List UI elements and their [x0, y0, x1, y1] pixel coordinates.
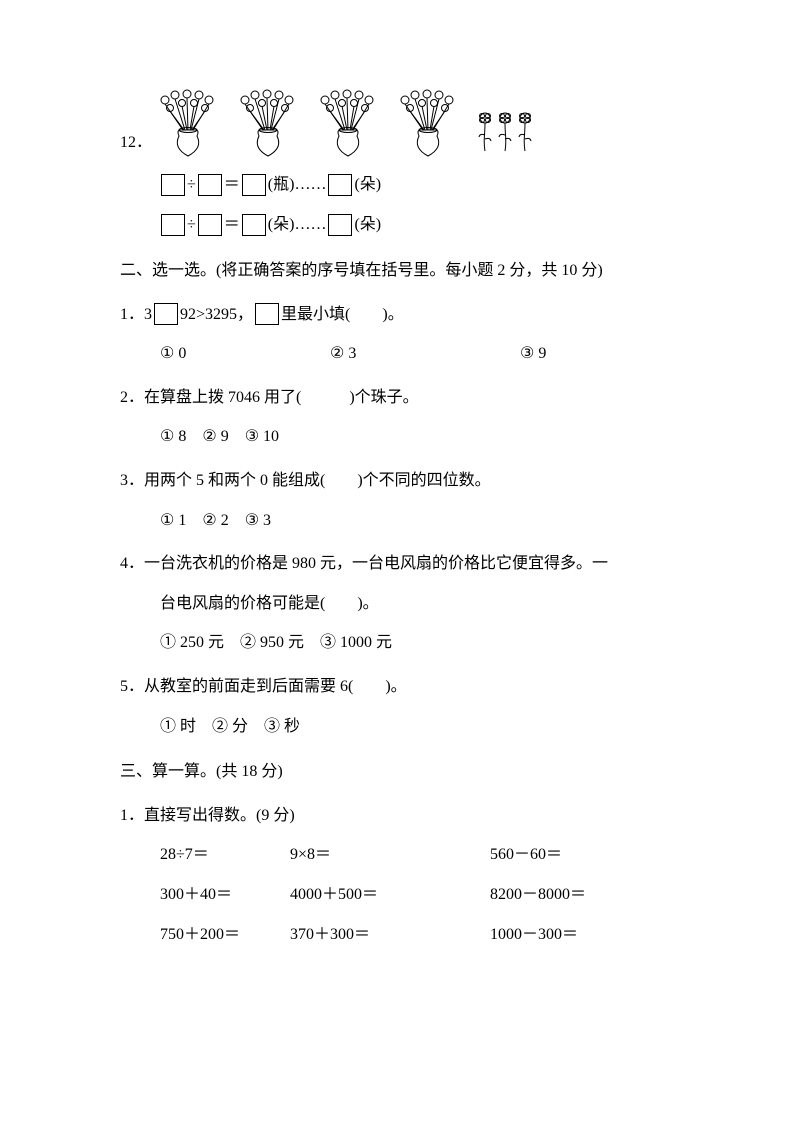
s2-q3-options: ① 1 ② 2 ③ 3 — [160, 508, 678, 534]
divide-sign: ÷ — [186, 212, 197, 238]
q12-row: 12． — [120, 88, 678, 158]
vase-icon — [317, 88, 379, 158]
calc-item: 28÷7＝ — [160, 842, 290, 868]
vase-illustration — [157, 88, 533, 158]
unit-text: (朵) — [353, 212, 382, 238]
s2-q1: 1．3 92>3295， 里最小填( )。 — [120, 302, 678, 328]
q12-equation-1: ÷ ＝ (瓶)…… (朵) — [160, 172, 678, 198]
s2-q4-options: ① 250 元 ② 950 元 ③ 1000 元 — [160, 630, 678, 656]
calc-item: 9×8＝ — [290, 842, 490, 868]
q-text: 92>3295， — [180, 302, 253, 328]
blank-box[interactable] — [161, 214, 185, 236]
option: ② 3 — [330, 341, 520, 367]
calc-item: 300＋40＝ — [160, 882, 290, 908]
calc-item: 1000－300＝ — [490, 922, 578, 948]
s2-q5-options: ① 时 ② 分 ③ 秒 — [160, 714, 678, 740]
section-3-title: 三、算一算。(共 18 分) — [120, 759, 678, 785]
calc-item: 750＋200＝ — [160, 922, 290, 948]
single-flowers — [477, 93, 533, 158]
calc-item: 8200－8000＝ — [490, 882, 586, 908]
option: ① 0 — [160, 341, 330, 367]
calc-row: 750＋200＝ 370＋300＝ 1000－300＝ — [160, 922, 678, 948]
s2-q4-line1: 4．一台洗衣机的价格是 980 元，一台电风扇的价格比它便宜得多。一 — [120, 551, 678, 577]
vase-icon — [237, 88, 299, 158]
divide-sign: ÷ — [186, 172, 197, 198]
flower-icon — [517, 111, 533, 153]
equals-sign: ＝ — [223, 212, 241, 238]
s2-q2: 2．在算盘上拨 7046 用了( )个珠子。 — [120, 385, 678, 411]
section-2-title: 二、选一选。(将正确答案的序号填在括号里。每小题 2 分，共 10 分) — [120, 258, 678, 284]
blank-box[interactable] — [198, 214, 222, 236]
flower-icon — [497, 111, 513, 153]
blank-box[interactable] — [242, 214, 266, 236]
blank-box[interactable] — [161, 174, 185, 196]
s2-q5: 5．从教室的前面走到后面需要 6( )。 — [120, 674, 678, 700]
blank-box[interactable] — [198, 174, 222, 196]
blank-box[interactable] — [154, 303, 178, 325]
blank-box[interactable] — [328, 174, 352, 196]
calc-item: 4000＋500＝ — [290, 882, 490, 908]
calc-item: 560－60＝ — [490, 842, 562, 868]
calc-row: 300＋40＝ 4000＋500＝ 8200－8000＝ — [160, 882, 678, 908]
q12-number: 12． — [120, 130, 152, 158]
blank-box[interactable] — [328, 214, 352, 236]
option: ③ 9 — [520, 341, 546, 367]
s2-q4-line2: 台电风扇的价格可能是( )。 — [160, 591, 678, 617]
s3-q1-title: 1．直接写出得数。(9 分) — [120, 803, 678, 829]
q-text: 里最小填( )。 — [281, 302, 404, 328]
unit-text: (朵) — [353, 172, 382, 198]
q-text: 1．3 — [120, 302, 152, 328]
vase-icon — [157, 88, 219, 158]
blank-box[interactable] — [242, 174, 266, 196]
equals-sign: ＝ — [223, 172, 241, 198]
calc-row: 28÷7＝ 9×8＝ 560－60＝ — [160, 842, 678, 868]
flower-icon — [477, 111, 493, 153]
s2-q1-options: ① 0 ② 3 ③ 9 — [160, 341, 678, 367]
unit-text: (朵)…… — [267, 212, 328, 238]
s2-q2-options: ① 8 ② 9 ③ 10 — [160, 424, 678, 450]
unit-text: (瓶)…… — [267, 172, 328, 198]
calc-item: 370＋300＝ — [290, 922, 490, 948]
q12-equation-2: ÷ ＝ (朵)…… (朵) — [160, 212, 678, 238]
s2-q3: 3．用两个 5 和两个 0 能组成( )个不同的四位数。 — [120, 468, 678, 494]
blank-box[interactable] — [255, 303, 279, 325]
worksheet-page: 12． — [0, 0, 793, 1007]
vase-icon — [397, 88, 459, 158]
